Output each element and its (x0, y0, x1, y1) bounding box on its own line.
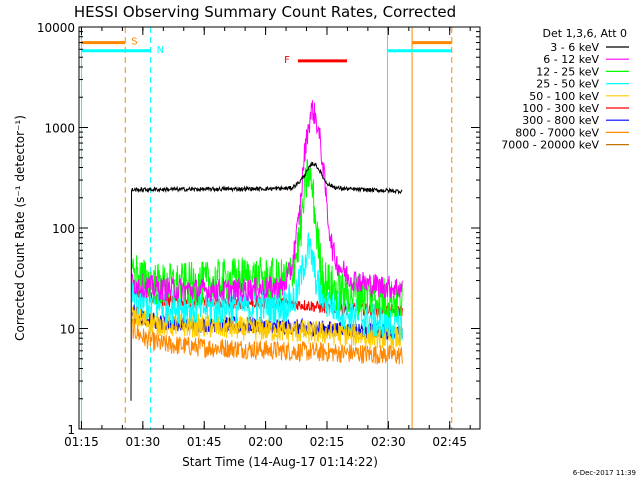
series-line-12-25-kev (131, 159, 403, 319)
x-tick-label-3: 02:00 (248, 435, 283, 449)
plot-area: S N F (80, 27, 453, 429)
series-line-3-6-kev (130, 161, 403, 401)
x-axis-label: Start Time (14-Aug-17 01:14:22) (182, 455, 378, 469)
legend-label-5: 100 - 300 keV (522, 102, 599, 115)
y-axis: 1 10 100 1000 10000 (37, 21, 480, 437)
legend-label-7: 800 - 7000 keV (515, 126, 599, 139)
x-tick-label-2: 01:45 (187, 435, 222, 449)
x-tick-label-6: 02:45 (432, 435, 467, 449)
y-tick-label-4: 10000 (37, 21, 75, 35)
legend-label-2: 12 - 25 keV (536, 65, 599, 78)
series-line-50-100-kev (131, 306, 403, 350)
flag-label-s: S (131, 37, 137, 48)
chart-title: HESSI Observing Summary Count Rates, Cor… (74, 3, 456, 21)
y-tick-label-3: 1000 (44, 122, 75, 136)
x-axis: 01:15 01:30 01:45 02:00 02:15 02:30 02:45 (64, 27, 471, 449)
y-tick-label-1: 10 (60, 323, 75, 337)
x-tick-label-5: 02:30 (371, 435, 406, 449)
series-line-6-12-kev (131, 100, 403, 303)
y-tick-label-0: 1 (67, 423, 75, 437)
y-tick-label-2: 100 (52, 222, 75, 236)
footer-timestamp: 6-Dec-2017 11:39 (573, 469, 636, 477)
legend-label-3: 25 - 50 keV (536, 78, 599, 91)
x-tick-label-0: 01:15 (64, 435, 99, 449)
flag-label-f: F (284, 55, 290, 66)
legend-label-8: 7000 - 20000 keV (501, 139, 599, 152)
x-tick-label-4: 02:15 (310, 435, 345, 449)
legend-label-6: 300 - 800 keV (522, 114, 599, 127)
x-tick-label-1: 01:30 (126, 435, 161, 449)
plot-frame (78, 26, 481, 430)
legend-label-1: 6 - 12 keV (543, 53, 599, 66)
legend-title: Det 1,3,6, Att 0 (543, 27, 627, 40)
y-axis-label: Corrected Count Rate (s⁻¹ detector⁻¹) (13, 115, 27, 341)
legend-label-0: 3 - 6 keV (550, 41, 599, 54)
series-line-800-7000-kev (131, 319, 403, 365)
legend-label-4: 50 - 100 keV (529, 90, 599, 103)
flag-label-n: N (157, 45, 164, 56)
